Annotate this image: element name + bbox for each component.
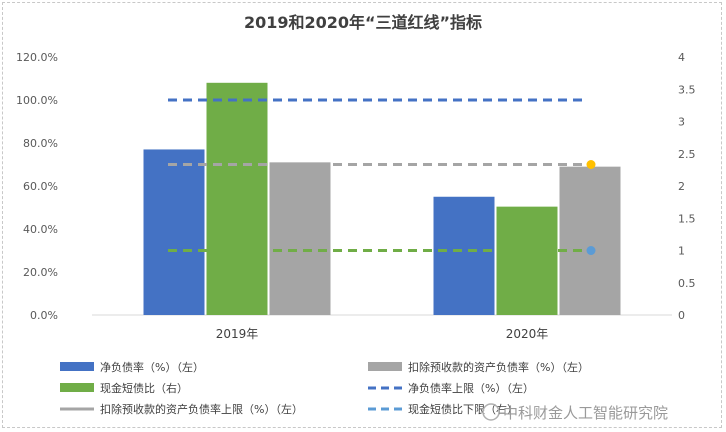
legend-label: 净负债率上限（%）（左） xyxy=(408,381,534,395)
legend-label: 净负债率（%）（左） xyxy=(100,360,204,374)
y-left-tick-label: 40.0% xyxy=(23,223,58,236)
y-right-tick-label: 4 xyxy=(678,51,685,64)
bar-gray-1 xyxy=(559,166,621,315)
chart-title: 2019和2020年“三道红线”指标 xyxy=(244,13,482,32)
watermark-icon xyxy=(482,403,500,421)
y-right-tick-label: 1.5 xyxy=(678,212,696,225)
watermark: 中科财金人工智能研究院 xyxy=(482,403,668,422)
bar-green-0 xyxy=(206,82,268,315)
bar-blue-0 xyxy=(143,149,205,315)
legend-swatch xyxy=(368,362,402,371)
y-right-tick-label: 3 xyxy=(678,116,685,129)
y-right-tick-label: 0.5 xyxy=(678,277,696,290)
y-left-tick-label: 80.0% xyxy=(23,137,58,150)
bar-gray-0 xyxy=(269,162,331,315)
legend-label: 现金短债比（右） xyxy=(100,381,188,395)
x-tick-label: 2019年 xyxy=(216,327,259,341)
y-right-tick-label: 2.5 xyxy=(678,148,696,161)
y-left-tick-label: 120.0% xyxy=(16,51,58,64)
legend-swatch xyxy=(60,362,94,371)
y-right-tick-label: 1 xyxy=(678,245,685,258)
chart-frame xyxy=(2,2,722,428)
y-right-tick-label: 3.5 xyxy=(678,83,696,96)
bar-blue-1 xyxy=(433,196,495,315)
y-left-tick-label: 60.0% xyxy=(23,180,58,193)
y-left-tick-label: 0.0% xyxy=(30,309,58,322)
legend-label: 现金短债比下限（右） xyxy=(408,402,518,416)
x-tick-label: 2020年 xyxy=(506,327,549,341)
threshold-marker-gray xyxy=(586,160,596,169)
y-left-tick-label: 20.0% xyxy=(23,266,58,279)
legend-label: 扣除预收款的资产负债率（%）（左） xyxy=(408,360,589,374)
bar-green-1 xyxy=(496,206,558,315)
y-left-tick-label: 100.0% xyxy=(16,94,58,107)
y-right-tick-label: 2 xyxy=(678,180,685,193)
watermark-text: 中科财金人工智能研究院 xyxy=(503,404,668,422)
legend-swatch xyxy=(60,383,94,392)
legend-label: 扣除预收款的资产负债率上限（%）（左） xyxy=(100,402,303,416)
threshold-marker-green xyxy=(586,246,596,255)
y-right-tick-label: 0 xyxy=(678,309,685,322)
